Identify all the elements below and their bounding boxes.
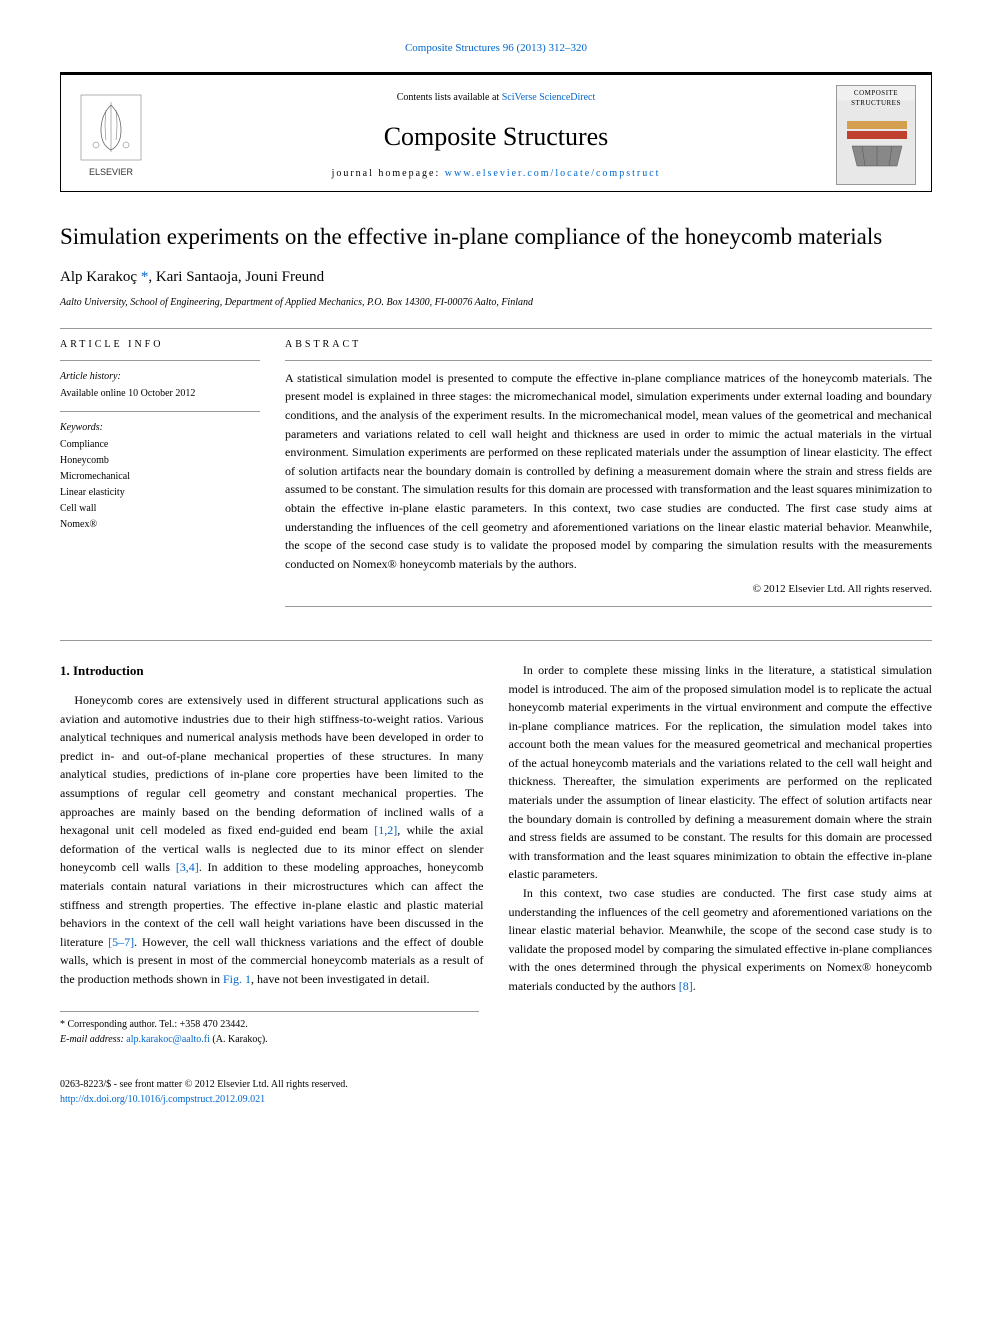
divider bbox=[60, 411, 260, 412]
ref-link-3-4[interactable]: [3,4] bbox=[176, 860, 199, 874]
keyword: Cell wall bbox=[60, 501, 260, 517]
ref-link-5-7[interactable]: [5–7] bbox=[108, 935, 134, 949]
abstract-header: ABSTRACT bbox=[285, 337, 932, 352]
homepage-link[interactable]: www.elsevier.com/locate/compstruct bbox=[445, 168, 661, 179]
homepage-prefix: journal homepage: bbox=[332, 168, 445, 179]
keywords-label: Keywords: bbox=[60, 420, 260, 435]
divider bbox=[60, 328, 932, 329]
divider bbox=[285, 606, 932, 607]
ref-link-8[interactable]: [8] bbox=[679, 979, 693, 993]
front-matter-line: 0263-8223/$ - see front matter © 2012 El… bbox=[60, 1077, 932, 1092]
body-para-2: In order to complete these missing links… bbox=[509, 661, 933, 884]
keywords-list: Compliance Honeycomb Micromechanical Lin… bbox=[60, 437, 260, 533]
journal-homepage: journal homepage: www.elsevier.com/locat… bbox=[176, 166, 816, 181]
author-1: Alp Karakoç bbox=[60, 269, 141, 285]
keyword: Linear elasticity bbox=[60, 485, 260, 501]
svg-text:ELSEVIER: ELSEVIER bbox=[89, 167, 134, 177]
footnotes: * Corresponding author. Tel.: +358 470 2… bbox=[60, 1011, 479, 1047]
journal-cover-thumbnail: COMPOSITE STRUCTURES bbox=[836, 85, 916, 185]
history-value: Available online 10 October 2012 bbox=[60, 386, 260, 401]
journal-header: ELSEVIER Contents lists available at Sci… bbox=[60, 72, 932, 192]
authors-rest: , Kari Santaoja, Jouni Freund bbox=[148, 269, 324, 285]
sciencedirect-link[interactable]: SciVerse ScienceDirect bbox=[502, 92, 596, 103]
citation-link[interactable]: Composite Structures 96 (2013) 312–320 bbox=[405, 42, 587, 54]
contents-prefix: Contents lists available at bbox=[397, 92, 502, 103]
affiliation: Aalto University, School of Engineering,… bbox=[60, 295, 932, 310]
publisher-logo: ELSEVIER bbox=[76, 90, 146, 180]
cover-label: COMPOSITE STRUCTURES bbox=[837, 86, 915, 111]
keyword: Honeycomb bbox=[60, 453, 260, 469]
fig-1-link[interactable]: Fig. 1 bbox=[223, 972, 251, 986]
contents-available: Contents lists available at SciVerse Sci… bbox=[176, 90, 816, 105]
doi-link[interactable]: http://dx.doi.org/10.1016/j.compstruct.2… bbox=[60, 1094, 265, 1105]
body-para-1: Honeycomb cores are extensively used in … bbox=[60, 691, 484, 989]
email-line: E-mail address: alp.karakoc@aalto.fi (A.… bbox=[60, 1032, 479, 1047]
email-suffix: (A. Karakoç). bbox=[210, 1034, 268, 1045]
corresponding-author-note: * Corresponding author. Tel.: +358 470 2… bbox=[60, 1017, 479, 1032]
body-columns: 1. Introduction Honeycomb cores are exte… bbox=[60, 661, 932, 996]
abstract-text: A statistical simulation model is presen… bbox=[285, 369, 932, 574]
divider bbox=[60, 360, 260, 361]
ref-link-1-2[interactable]: [1,2] bbox=[374, 823, 397, 837]
abstract-section: ABSTRACT A statistical simulation model … bbox=[285, 337, 932, 615]
top-citation: Composite Structures 96 (2013) 312–320 bbox=[60, 40, 932, 57]
divider bbox=[285, 360, 932, 361]
journal-title: Composite Structures bbox=[176, 117, 816, 156]
article-info-section: ARTICLE INFO Article history: Available … bbox=[60, 337, 260, 615]
keyword: Micromechanical bbox=[60, 469, 260, 485]
divider bbox=[60, 640, 932, 641]
article-title: Simulation experiments on the effective … bbox=[60, 222, 932, 252]
authors: Alp Karakoç *, Kari Santaoja, Jouni Freu… bbox=[60, 266, 932, 289]
keyword: Nomex® bbox=[60, 517, 260, 533]
article-info-header: ARTICLE INFO bbox=[60, 337, 260, 352]
history-label: Article history: bbox=[60, 369, 260, 384]
body-para-3: In this context, two case studies are co… bbox=[509, 884, 933, 996]
abstract-copyright: © 2012 Elsevier Ltd. All rights reserved… bbox=[285, 581, 932, 598]
email-label: E-mail address: bbox=[60, 1034, 126, 1045]
section-1-heading: 1. Introduction bbox=[60, 661, 484, 681]
keyword: Compliance bbox=[60, 437, 260, 453]
bottom-metadata: 0263-8223/$ - see front matter © 2012 El… bbox=[60, 1077, 932, 1107]
email-link[interactable]: alp.karakoc@aalto.fi bbox=[126, 1034, 210, 1045]
